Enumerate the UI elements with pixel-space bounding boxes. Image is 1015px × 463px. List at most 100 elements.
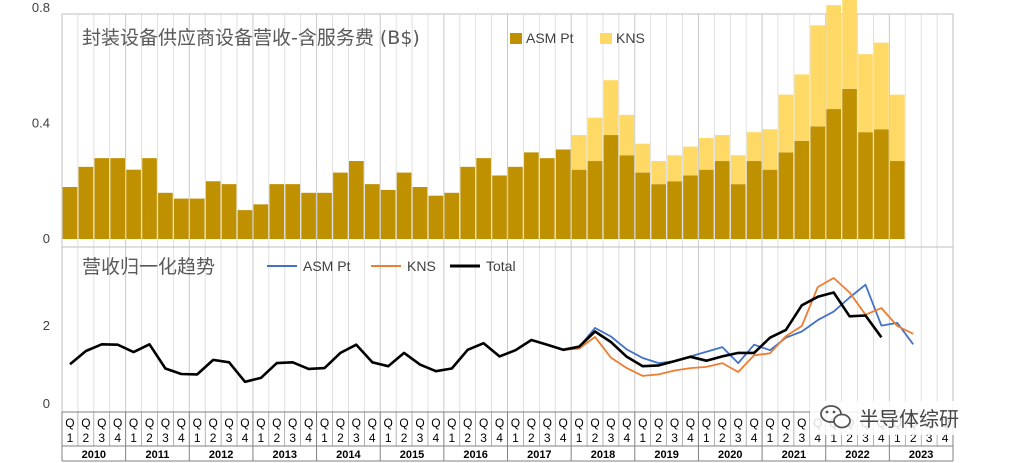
bar-kns-48 — [826, 5, 841, 110]
revenue-bar-panel: 0 0.4 0.8 封装设备供应商设备营收-含服务费 (B$) ASM Pt KNS — [32, 0, 954, 248]
bar-asm-pt-44 — [762, 169, 778, 239]
bar-asm-pt-45 — [778, 152, 794, 239]
quarter-letter-label: Q — [734, 416, 743, 430]
bar-asm-pt-37 — [651, 184, 666, 239]
bar-asm-pt-5 — [142, 158, 157, 239]
quarter-number-label: 3 — [671, 431, 678, 445]
quarter-letter-label: Q — [161, 416, 170, 430]
bar-kns-40 — [699, 137, 714, 170]
bar-kns-42 — [730, 155, 746, 185]
quarter-number-label: 1 — [512, 431, 519, 445]
bottom-y-tick-label: 2 — [43, 318, 50, 333]
bar-asm-pt-46 — [794, 140, 810, 239]
quarter-number-label: 2 — [273, 431, 280, 445]
bar-asm-pt-17 — [333, 172, 348, 239]
quarter-letter-label: Q — [145, 416, 154, 430]
quarter-number-label: 1 — [67, 431, 74, 445]
quarter-number-label: 2 — [337, 431, 344, 445]
bar-asm-pt-34 — [603, 135, 619, 239]
year-label: 2011 — [146, 449, 170, 461]
quarter-number-label: 4 — [814, 431, 821, 445]
quarter-letter-label: Q — [702, 416, 711, 430]
bar-asm-pt-42 — [730, 184, 746, 239]
bar-asm-pt-26 — [476, 158, 491, 239]
quarter-number-label: 2 — [83, 431, 90, 445]
quarter-letter-label: Q — [352, 416, 361, 430]
quarter-letter-label: Q — [463, 416, 472, 430]
quarter-number-label: 1 — [385, 431, 392, 445]
legend-swatch-asm-pt — [510, 33, 522, 44]
quarter-number-label: 4 — [433, 431, 440, 445]
quarter-number-label: 1 — [194, 431, 201, 445]
bar-asm-pt-15 — [301, 192, 316, 239]
quarter-letter-label: Q — [129, 416, 138, 430]
quarter-number-label: 4 — [560, 431, 567, 445]
quarter-number-label: 4 — [496, 431, 503, 445]
year-label: 2022 — [845, 449, 869, 461]
line-kns — [563, 277, 914, 377]
quarter-number-label: 3 — [226, 431, 233, 445]
normalized-trend-panel: 02 营收归一化趋势 ASM Pt KNS Total — [43, 246, 954, 413]
quarter-number-label: 1 — [448, 431, 455, 445]
quarter-number-label: 4 — [242, 431, 249, 445]
year-label: 2018 — [591, 449, 615, 461]
quarter-number-label: 4 — [878, 431, 885, 445]
quarter-letter-label: Q — [177, 416, 186, 430]
bottom-gridlines — [77, 247, 938, 412]
bottom-y-axis-ticks: 02 — [43, 318, 50, 411]
top-y-tick-label: 0.8 — [32, 0, 50, 15]
bar-asm-pt-13 — [269, 184, 285, 239]
quarter-letter-label: Q — [511, 416, 520, 430]
bar-asm-pt-16 — [317, 192, 332, 239]
quarter-number-label: 3 — [289, 431, 296, 445]
quarter-letter-label: Q — [718, 416, 727, 430]
bar-kns-37 — [651, 161, 666, 185]
bar-asm-pt-21 — [396, 172, 412, 239]
quarter-number-label: 4 — [751, 431, 758, 445]
trend-lines — [69, 277, 914, 384]
quarter-number-label: 3 — [480, 431, 487, 445]
quarter-number-label: 4 — [942, 431, 949, 445]
bar-asm-pt-35 — [619, 155, 635, 239]
quarter-number-label: 3 — [799, 431, 806, 445]
top-y-tick-label: 0.4 — [32, 116, 50, 131]
bar-asm-pt-24 — [444, 192, 460, 239]
quarter-number-label: 4 — [114, 431, 121, 445]
quarter-number-label: 2 — [910, 431, 917, 445]
bar-asm-pt-19 — [364, 184, 380, 239]
bar-asm-pt-10 — [221, 184, 237, 239]
quarter-number-label: 1 — [703, 431, 710, 445]
year-label: 2013 — [273, 449, 297, 461]
quarter-number-label: 1 — [258, 431, 265, 445]
quarter-letter-label: Q — [320, 416, 329, 430]
quarter-letter-label: Q — [606, 416, 615, 430]
quarter-letter-label: Q — [65, 416, 74, 430]
bar-asm-pt-33 — [587, 161, 603, 239]
year-label: 2012 — [209, 449, 233, 461]
quarter-number-label: 4 — [623, 431, 630, 445]
top-chart-title: 封装设备供应商设备营收-含服务费 (B$) — [82, 27, 420, 49]
legend-label-kns: KNS — [616, 30, 645, 46]
bar-asm-pt-4 — [126, 169, 141, 239]
bar-kns-46 — [794, 74, 810, 141]
watermark: 半导体综研 — [810, 401, 1003, 435]
quarter-letter-label: Q — [399, 416, 408, 430]
quarter-letter-label: Q — [336, 416, 345, 430]
legend-swatch-kns — [600, 33, 612, 44]
bar-asm-pt-3 — [110, 158, 126, 239]
quarter-number-label: 3 — [98, 431, 105, 445]
bar-kns-36 — [635, 143, 651, 173]
bar-kns-43 — [746, 132, 762, 162]
bar-asm-pt-41 — [714, 161, 730, 239]
bar-asm-pt-50 — [858, 132, 873, 239]
year-label: 2016 — [463, 449, 487, 461]
bar-asm-pt-11 — [237, 210, 253, 239]
quarter-letter-label: Q — [272, 416, 281, 430]
bar-kns-44 — [762, 129, 778, 170]
bar-asm-pt-2 — [94, 158, 110, 239]
bar-asm-pt-32 — [571, 169, 587, 239]
quarter-letter-label: Q — [749, 416, 758, 430]
bar-asm-pt-12 — [253, 204, 269, 239]
bar-kns-41 — [714, 135, 730, 162]
bar-asm-pt-0 — [62, 187, 78, 239]
